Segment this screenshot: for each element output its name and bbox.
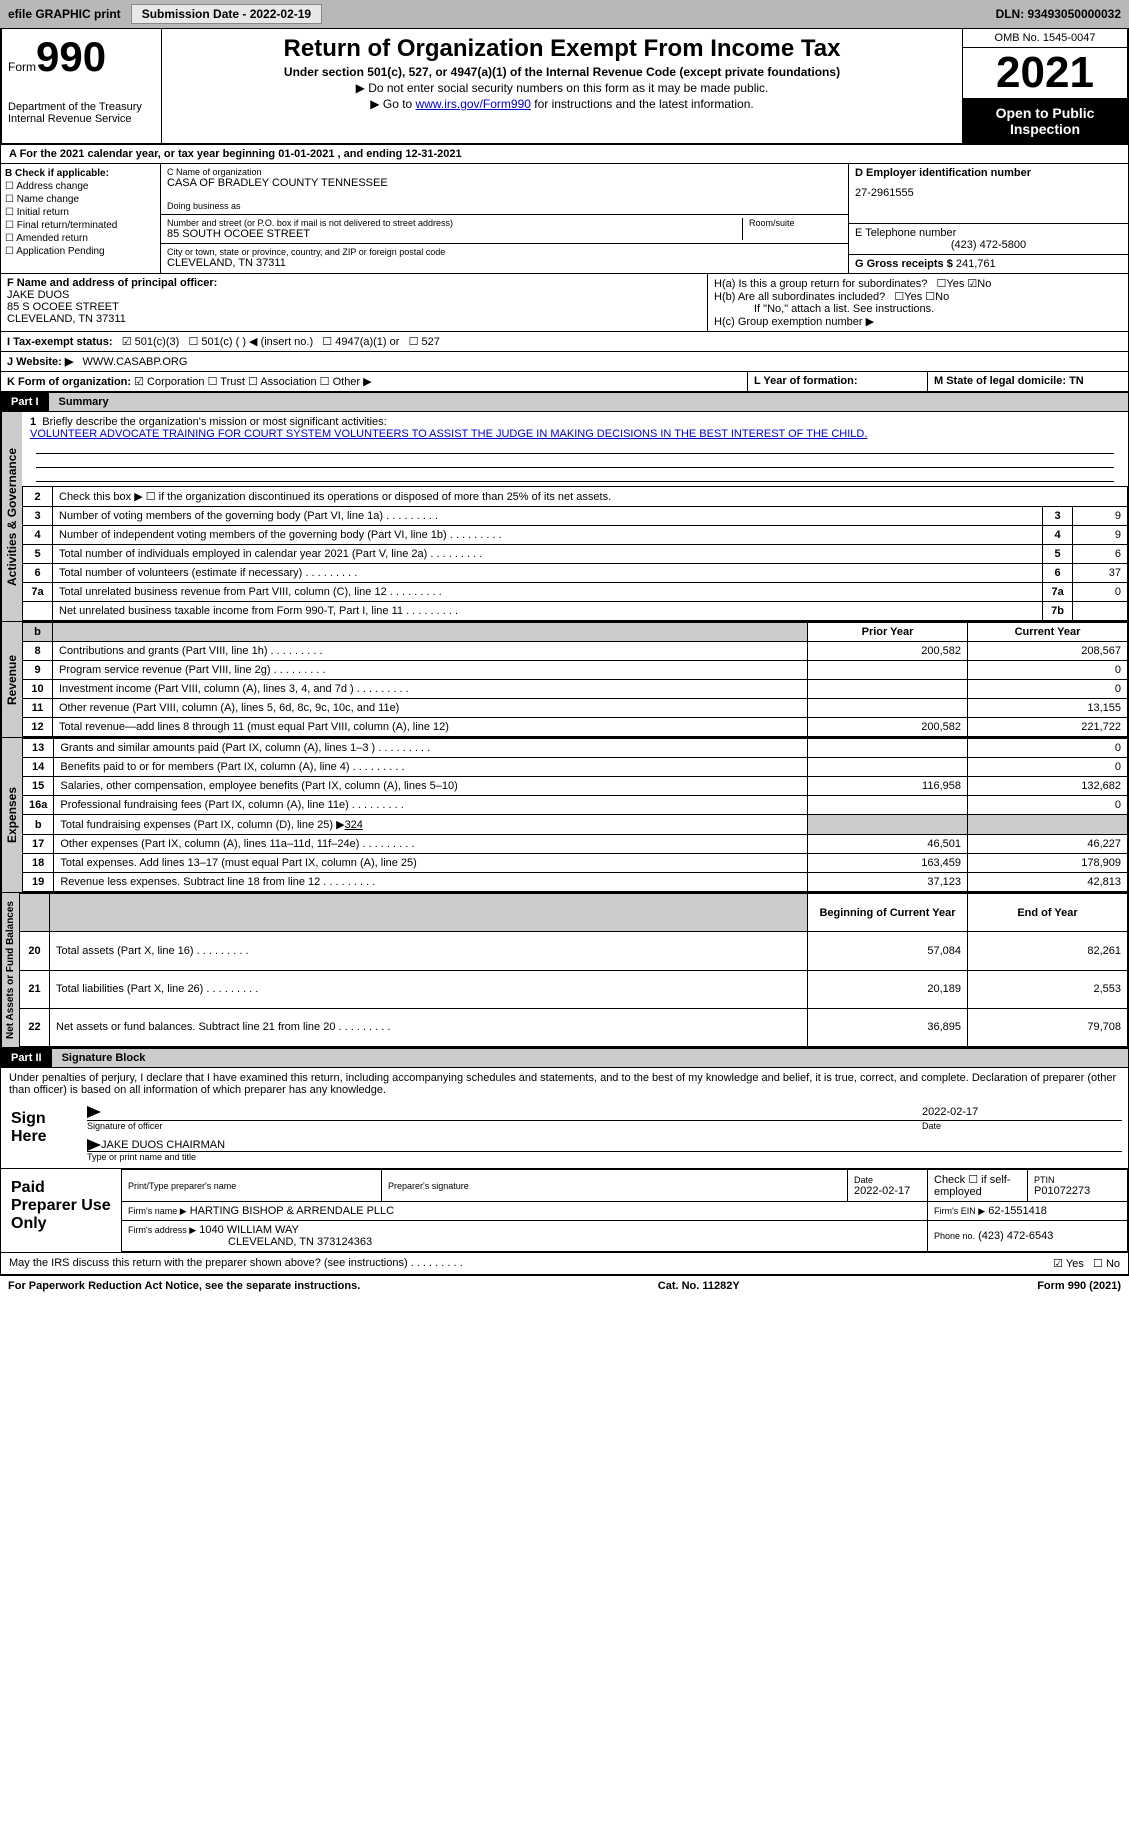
cat-no: Cat. No. 11282Y [658,1280,740,1292]
section-i: I Tax-exempt status: ☑ 501(c)(3) ☐ 501(c… [0,332,1129,352]
officer-label: F Name and address of principal officer: [7,277,217,289]
chk-name[interactable]: ☐ Name change [5,194,156,205]
form-footer: Form 990 (2021) [1037,1280,1121,1292]
header-mid: Return of Organization Exempt From Incom… [162,29,962,143]
phone-label: E Telephone number [855,227,1122,239]
arrow-icon [87,1106,101,1118]
tab-expenses: Expenses [1,738,22,892]
h-c: H(c) Group exemption number ▶ [714,315,1122,328]
tax-period: A For the 2021 calendar year, or tax yea… [0,145,1129,164]
chk-final[interactable]: ☐ Final return/terminated [5,220,156,231]
form-title: Return of Organization Exempt From Incom… [166,35,958,63]
part1-header: Part I Summary [0,392,1129,412]
section-klm: K Form of organization: ☑ Corporation ☐ … [0,372,1129,392]
officer-city: CLEVELAND, TN 37311 [7,313,126,325]
tab-revenue: Revenue [1,622,22,737]
may-irs-row: May the IRS discuss this return with the… [0,1253,1129,1275]
dept-treasury: Department of the Treasury [8,101,155,113]
paid-preparer-label: Paid Preparer Use Only [1,1169,121,1252]
summary-table-1: 2Check this box ▶ ☐ if the organization … [22,486,1128,621]
form-header: Form990 Department of the Treasury Inter… [0,28,1129,145]
gross-receipts-value: 241,761 [956,258,996,270]
chk-pending[interactable]: ☐ Application Pending [5,246,156,257]
ein-value: 27-2961555 [855,187,1122,199]
mission-text: VOLUNTEER ADVOCATE TRAINING FOR COURT SY… [30,428,867,440]
top-toolbar: efile GRAPHIC print Submission Date - 20… [0,0,1129,28]
section-fh: F Name and address of principal officer:… [0,274,1129,332]
section-j: J Website: ▶ WWW.CASABP.ORG [0,352,1129,372]
officer-name: JAKE DUOS [7,289,69,301]
header-right: OMB No. 1545-0047 2021 Open to Public In… [962,29,1127,143]
phone-value: (423) 472-5800 [855,239,1122,251]
street-value: 85 SOUTH OCOEE STREET [167,228,742,240]
street-label: Number and street (or P.O. box if mail i… [167,218,742,228]
org-name-label: C Name of organization [167,167,842,177]
form-note-ssn: ▶ Do not enter social security numbers o… [166,81,958,95]
form-note-link: ▶ Go to www.irs.gov/Form990 for instruct… [166,97,958,111]
arrow-icon [87,1139,101,1151]
h-a: H(a) Is this a group return for subordin… [714,277,1122,290]
paid-preparer-block: Paid Preparer Use Only Print/Type prepar… [0,1169,1129,1253]
city-label: City or town, state or province, country… [167,247,842,257]
form-number: 990 [36,33,106,80]
open-inspection: Open to Public Inspection [963,99,1127,143]
gross-receipts-label: G Gross receipts $ [855,258,953,270]
year-formation: L Year of formation: [754,375,858,387]
chk-amended[interactable]: ☐ Amended return [5,233,156,244]
section-bcd: B Check if applicable: ☐ Address change … [0,164,1129,274]
tax-year: 2021 [963,48,1127,99]
h-b-note: If "No," attach a list. See instructions… [714,303,1122,315]
room-label: Room/suite [749,218,842,228]
tab-activities: Activities & Governance [1,412,22,621]
submission-date-btn[interactable]: Submission Date - 2022-02-19 [131,4,322,24]
sign-here-block: Sign Here 2022-02-17 Signature of office… [0,1100,1129,1169]
form-word: Form [8,60,36,74]
part1-body: Activities & Governance 1 Briefly descri… [0,412,1129,622]
omb-number: OMB No. 1545-0047 [963,29,1127,48]
irs-link[interactable]: www.irs.gov/Form990 [416,97,531,111]
netassets-section: Net Assets or Fund Balances Beginning of… [0,893,1129,1048]
org-name: CASA OF BRADLEY COUNTY TENNESSEE [167,177,842,189]
part2-header: Part II Signature Block [0,1048,1129,1068]
ein-label: D Employer identification number [855,167,1031,179]
dba-label: Doing business as [167,201,842,211]
header-left: Form990 Department of the Treasury Inter… [2,29,162,143]
col-c-org: C Name of organization CASA OF BRADLEY C… [161,164,848,273]
irs-label: Internal Revenue Service [8,113,155,125]
page-footer: For Paperwork Reduction Act Notice, see … [0,1275,1129,1296]
state-domicile: M State of legal domicile: TN [934,375,1084,387]
officer-name-title: JAKE DUOS CHAIRMAN [101,1139,225,1151]
revenue-section: Revenue bPrior YearCurrent Year 8Contrib… [0,622,1129,738]
website-link[interactable]: WWW.CASABP.ORG [83,356,188,368]
sig-date: 2022-02-17 [922,1106,1122,1118]
chk-address[interactable]: ☐ Address change [5,181,156,192]
pra-notice: For Paperwork Reduction Act Notice, see … [8,1280,360,1292]
col-b-checks: B Check if applicable: ☐ Address change … [1,164,161,273]
sign-here-label: Sign Here [1,1100,81,1168]
form-subtitle: Under section 501(c), 527, or 4947(a)(1)… [166,65,958,79]
declaration: Under penalties of perjury, I declare th… [0,1068,1129,1100]
expenses-section: Expenses 13Grants and similar amounts pa… [0,738,1129,893]
tab-netassets: Net Assets or Fund Balances [1,893,19,1047]
efile-label: efile GRAPHIC print [8,7,121,21]
city-value: CLEVELAND, TN 37311 [167,257,842,269]
officer-street: 85 S OCOEE STREET [7,301,119,313]
col-d-ein: D Employer identification number 27-2961… [848,164,1128,273]
dln-label: DLN: 93493050000032 [996,7,1121,21]
chk-initial[interactable]: ☐ Initial return [5,207,156,218]
h-b: H(b) Are all subordinates included? ☐Yes… [714,290,1122,303]
